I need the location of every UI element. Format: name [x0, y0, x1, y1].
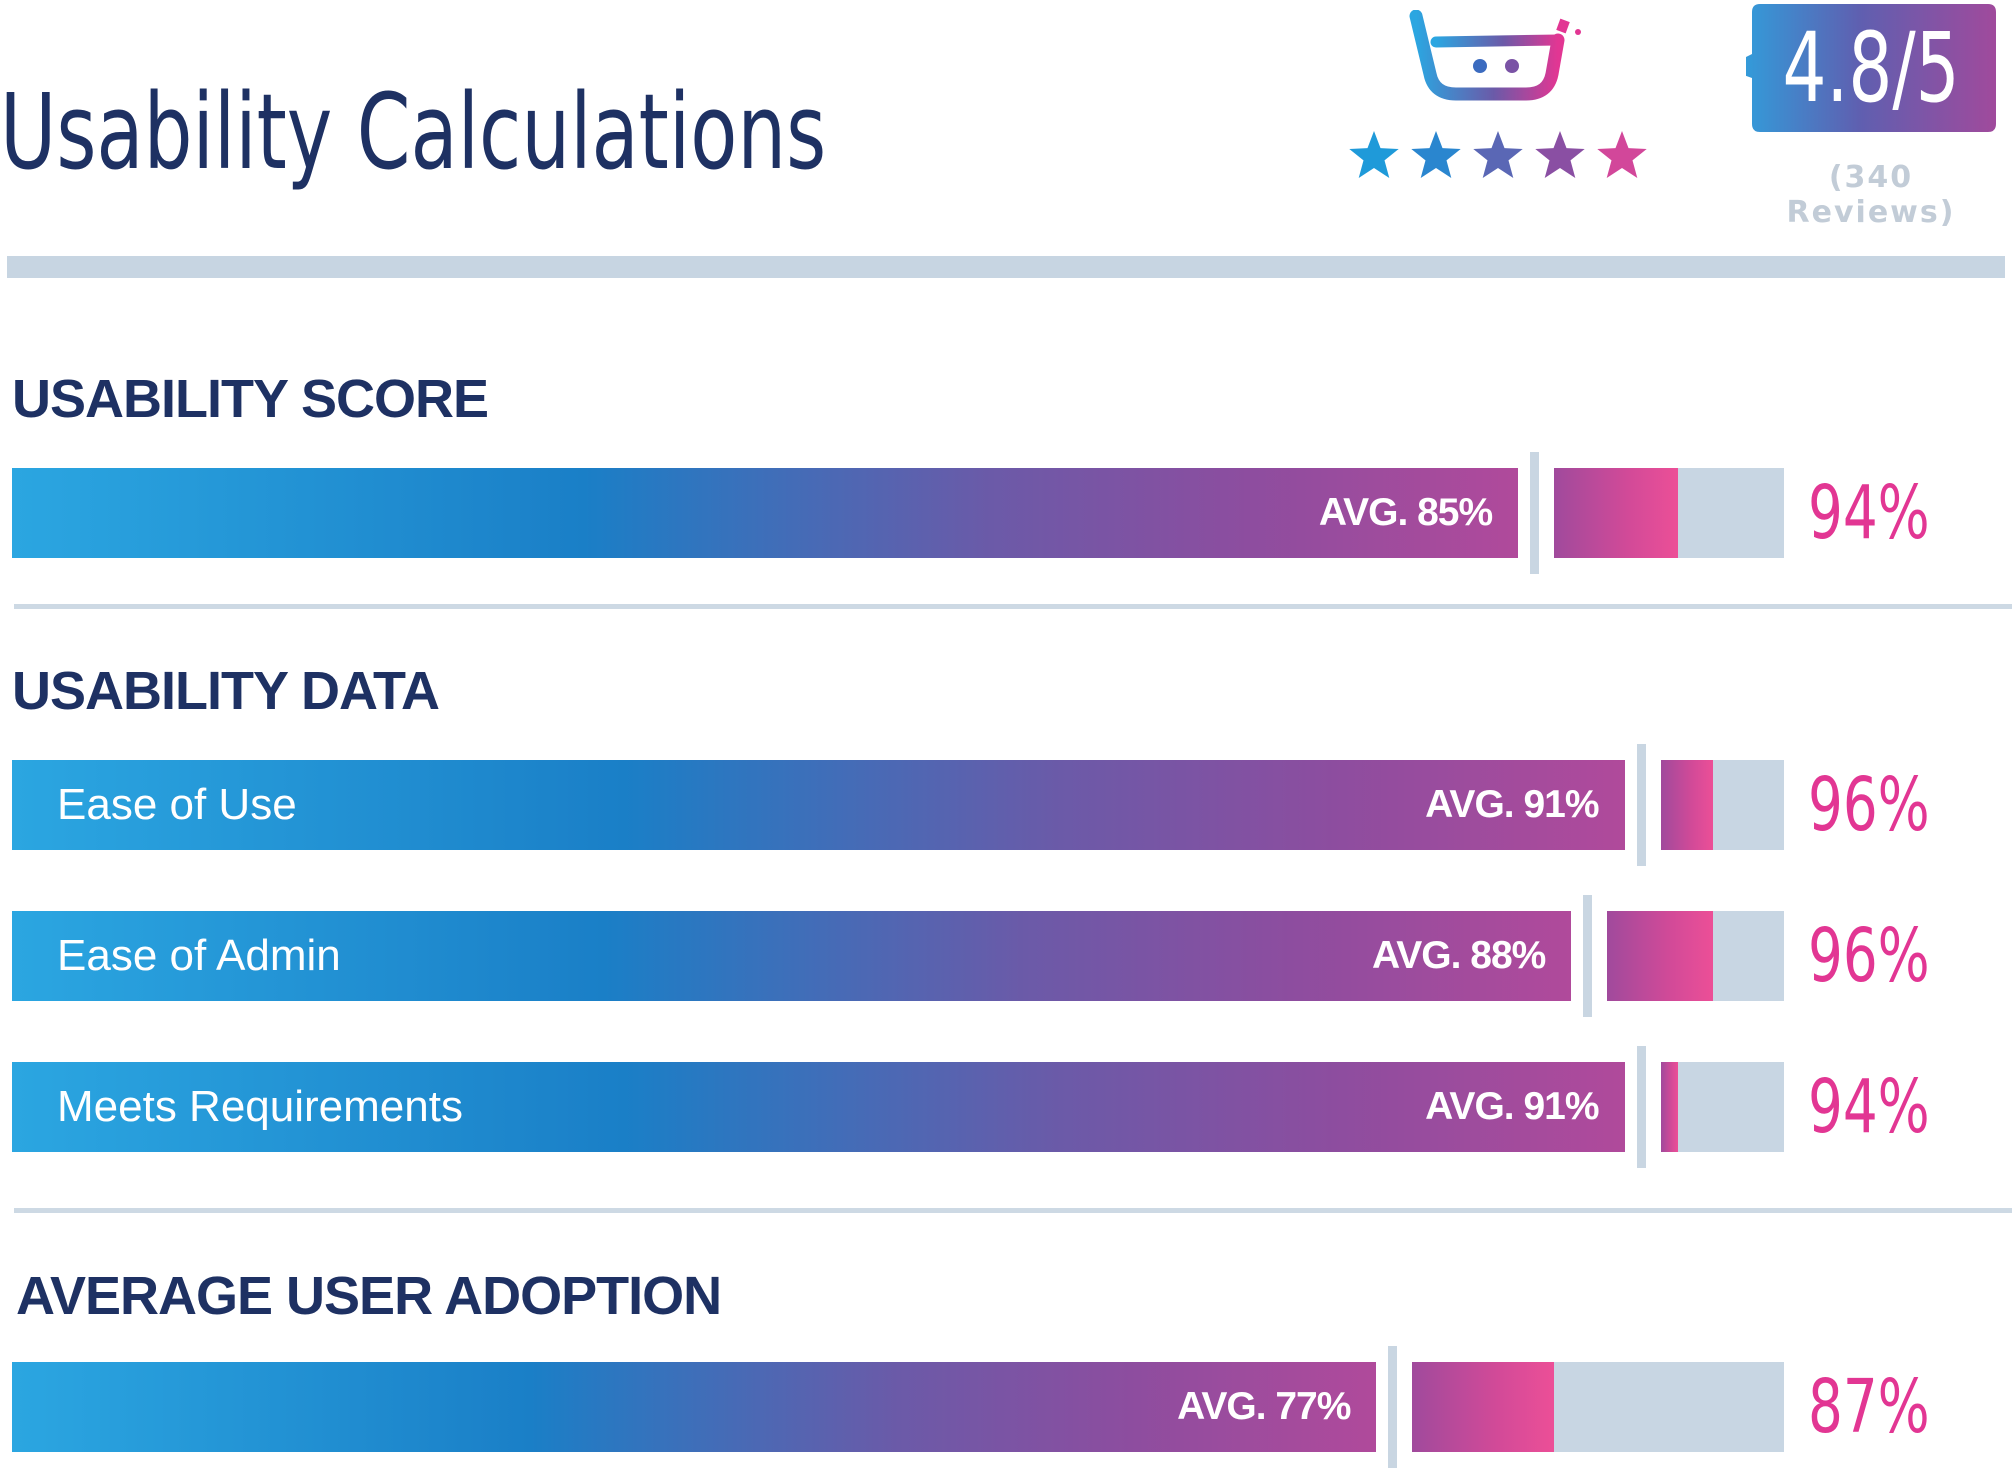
avg-label: AVG. 85%: [1318, 491, 1493, 534]
star-icon: [1411, 131, 1461, 178]
avg-bar: Ease of Admin AVG. 88%: [12, 911, 1572, 1001]
score-track: [1660, 1062, 1784, 1152]
avg-label: AVG. 91%: [1425, 1085, 1599, 1128]
avg-marker: [1636, 744, 1646, 866]
section-heading: USABILITY DATA: [12, 661, 440, 721]
avg-marker: [1530, 452, 1540, 574]
score-value: 96%: [1808, 762, 1930, 848]
section-divider: [14, 604, 2012, 609]
g2-basket-logo-icon: [1409, 10, 1581, 101]
row-label: Meets Requirements: [57, 1082, 463, 1131]
page-title: Usability Calculations: [0, 71, 827, 193]
avg-bar: AVG. 77%: [12, 1362, 1377, 1452]
row-label: Ease of Admin: [57, 931, 341, 980]
rating-stars: [1349, 131, 1647, 178]
star-icon: [1597, 131, 1647, 178]
score-bar: [1554, 468, 1678, 558]
avg-bar: Ease of Use AVG. 91%: [12, 760, 1625, 850]
avg-marker: [1583, 895, 1593, 1017]
review-count: (340 Reviews): [1786, 160, 1956, 230]
section-heading: AVERAGE USER ADOPTION: [16, 1266, 722, 1326]
section-heading: USABILITY SCORE: [12, 369, 489, 429]
rating-score: 4.8/5: [1782, 12, 1960, 124]
avg-bar: AVG. 85%: [12, 468, 1519, 558]
avg-label: AVG. 91%: [1425, 783, 1599, 826]
score-bar: [1660, 1062, 1678, 1152]
star-icon: [1535, 131, 1585, 178]
score-value: 96%: [1808, 913, 1930, 999]
score-value: 94%: [1808, 470, 1930, 556]
score-value: 87%: [1808, 1364, 1930, 1450]
score-value: 94%: [1808, 1064, 1930, 1150]
avg-label: AVG. 77%: [1177, 1385, 1351, 1428]
row-label: Ease of Use: [57, 780, 297, 829]
section-divider: [14, 1208, 2012, 1213]
star-icon: [1473, 131, 1523, 178]
header-divider: [7, 256, 2005, 278]
avg-marker: [1636, 1046, 1646, 1168]
speech-badge-icon: [1746, 4, 1996, 132]
avg-bar: Meets Requirements AVG. 91%: [12, 1062, 1625, 1152]
score-bar: [1412, 1362, 1554, 1452]
score-bar: [1660, 760, 1714, 850]
score-bar: [1607, 911, 1714, 1001]
star-icon: [1349, 131, 1399, 178]
avg-label: AVG. 88%: [1372, 934, 1546, 977]
avg-marker: [1388, 1346, 1398, 1468]
